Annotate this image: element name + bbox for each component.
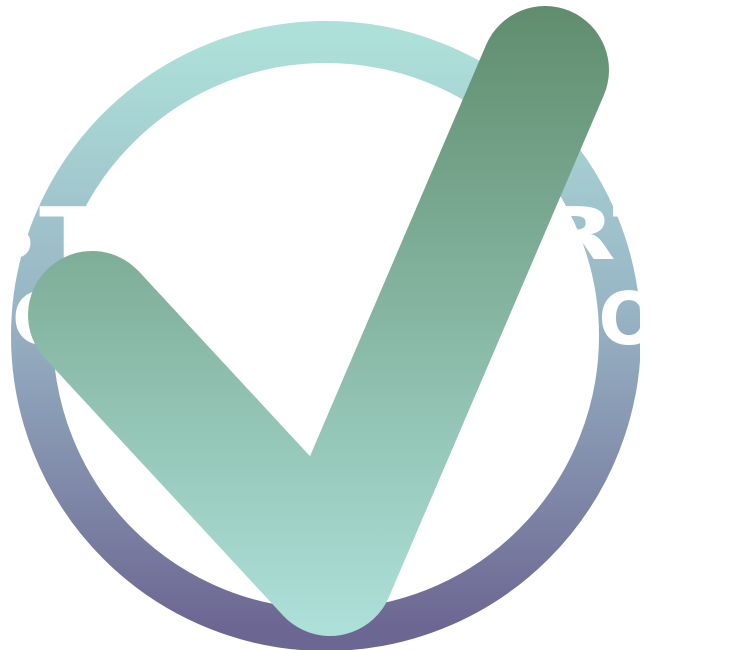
checkmark-icon bbox=[28, 6, 609, 636]
right-mask bbox=[640, 180, 747, 380]
